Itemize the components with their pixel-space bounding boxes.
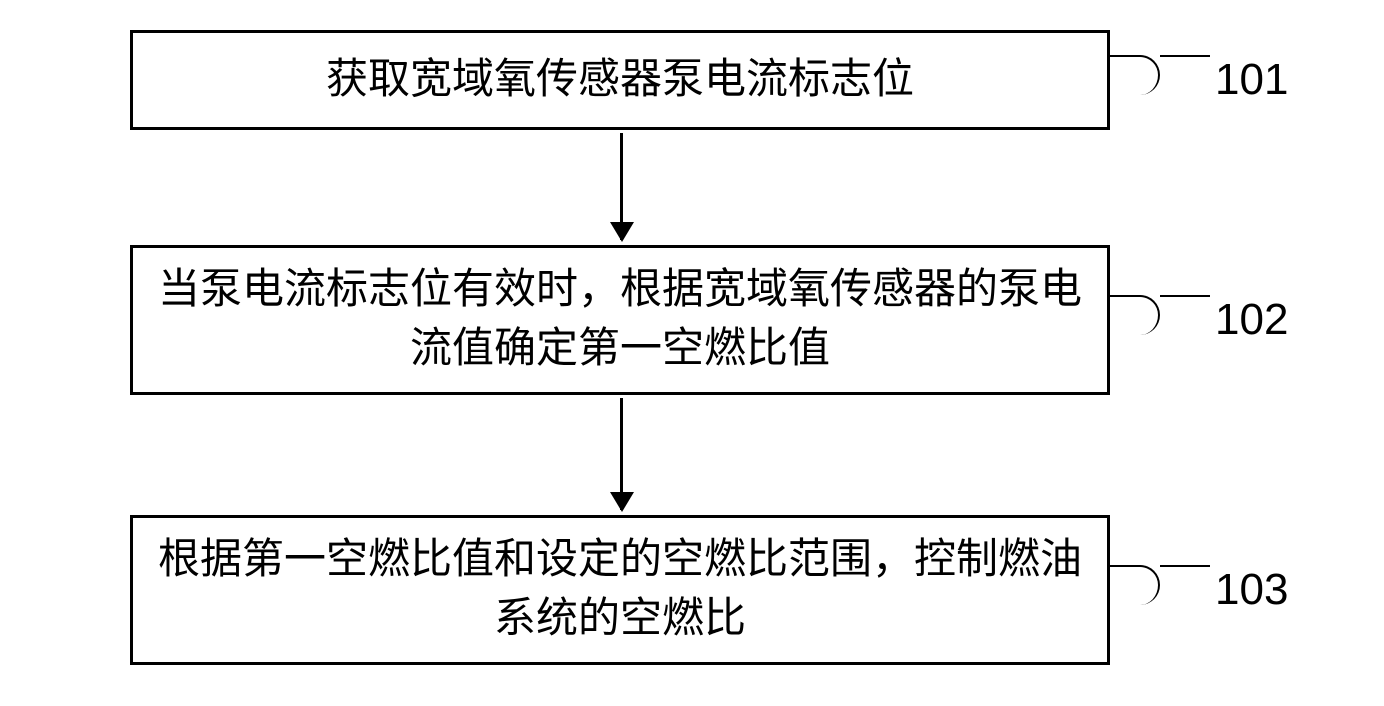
label-line-1 <box>1160 55 1210 57</box>
label-connector-2 <box>1110 295 1160 335</box>
label-connector-3 <box>1110 565 1160 605</box>
step-1-text: 获取宽域氧传感器泵电流标志位 <box>326 51 914 110</box>
label-line-2 <box>1160 295 1210 297</box>
flowchart-step-3: 根据第一空燃比值和设定的空燃比范围，控制燃油系统的空燃比 <box>130 515 1110 665</box>
arrow-1-2 <box>620 133 623 240</box>
arrow-2-3 <box>620 398 623 510</box>
flowchart-container: 获取宽域氧传感器泵电流标志位 101 当泵电流标志位有效时，根据宽域氧传感器的泵… <box>50 20 1330 690</box>
label-line-3 <box>1160 565 1210 567</box>
step-2-label: 102 <box>1215 295 1288 345</box>
flowchart-step-2: 当泵电流标志位有效时，根据宽域氧传感器的泵电流值确定第一空燃比值 <box>130 245 1110 395</box>
step-2-text: 当泵电流标志位有效时，根据宽域氧传感器的泵电流值确定第一空燃比值 <box>153 261 1087 379</box>
step-3-text: 根据第一空燃比值和设定的空燃比范围，控制燃油系统的空燃比 <box>153 531 1087 649</box>
step-3-label: 103 <box>1215 565 1288 615</box>
label-connector-1 <box>1110 55 1160 95</box>
flowchart-step-1: 获取宽域氧传感器泵电流标志位 <box>130 30 1110 130</box>
step-1-label: 101 <box>1215 55 1288 105</box>
